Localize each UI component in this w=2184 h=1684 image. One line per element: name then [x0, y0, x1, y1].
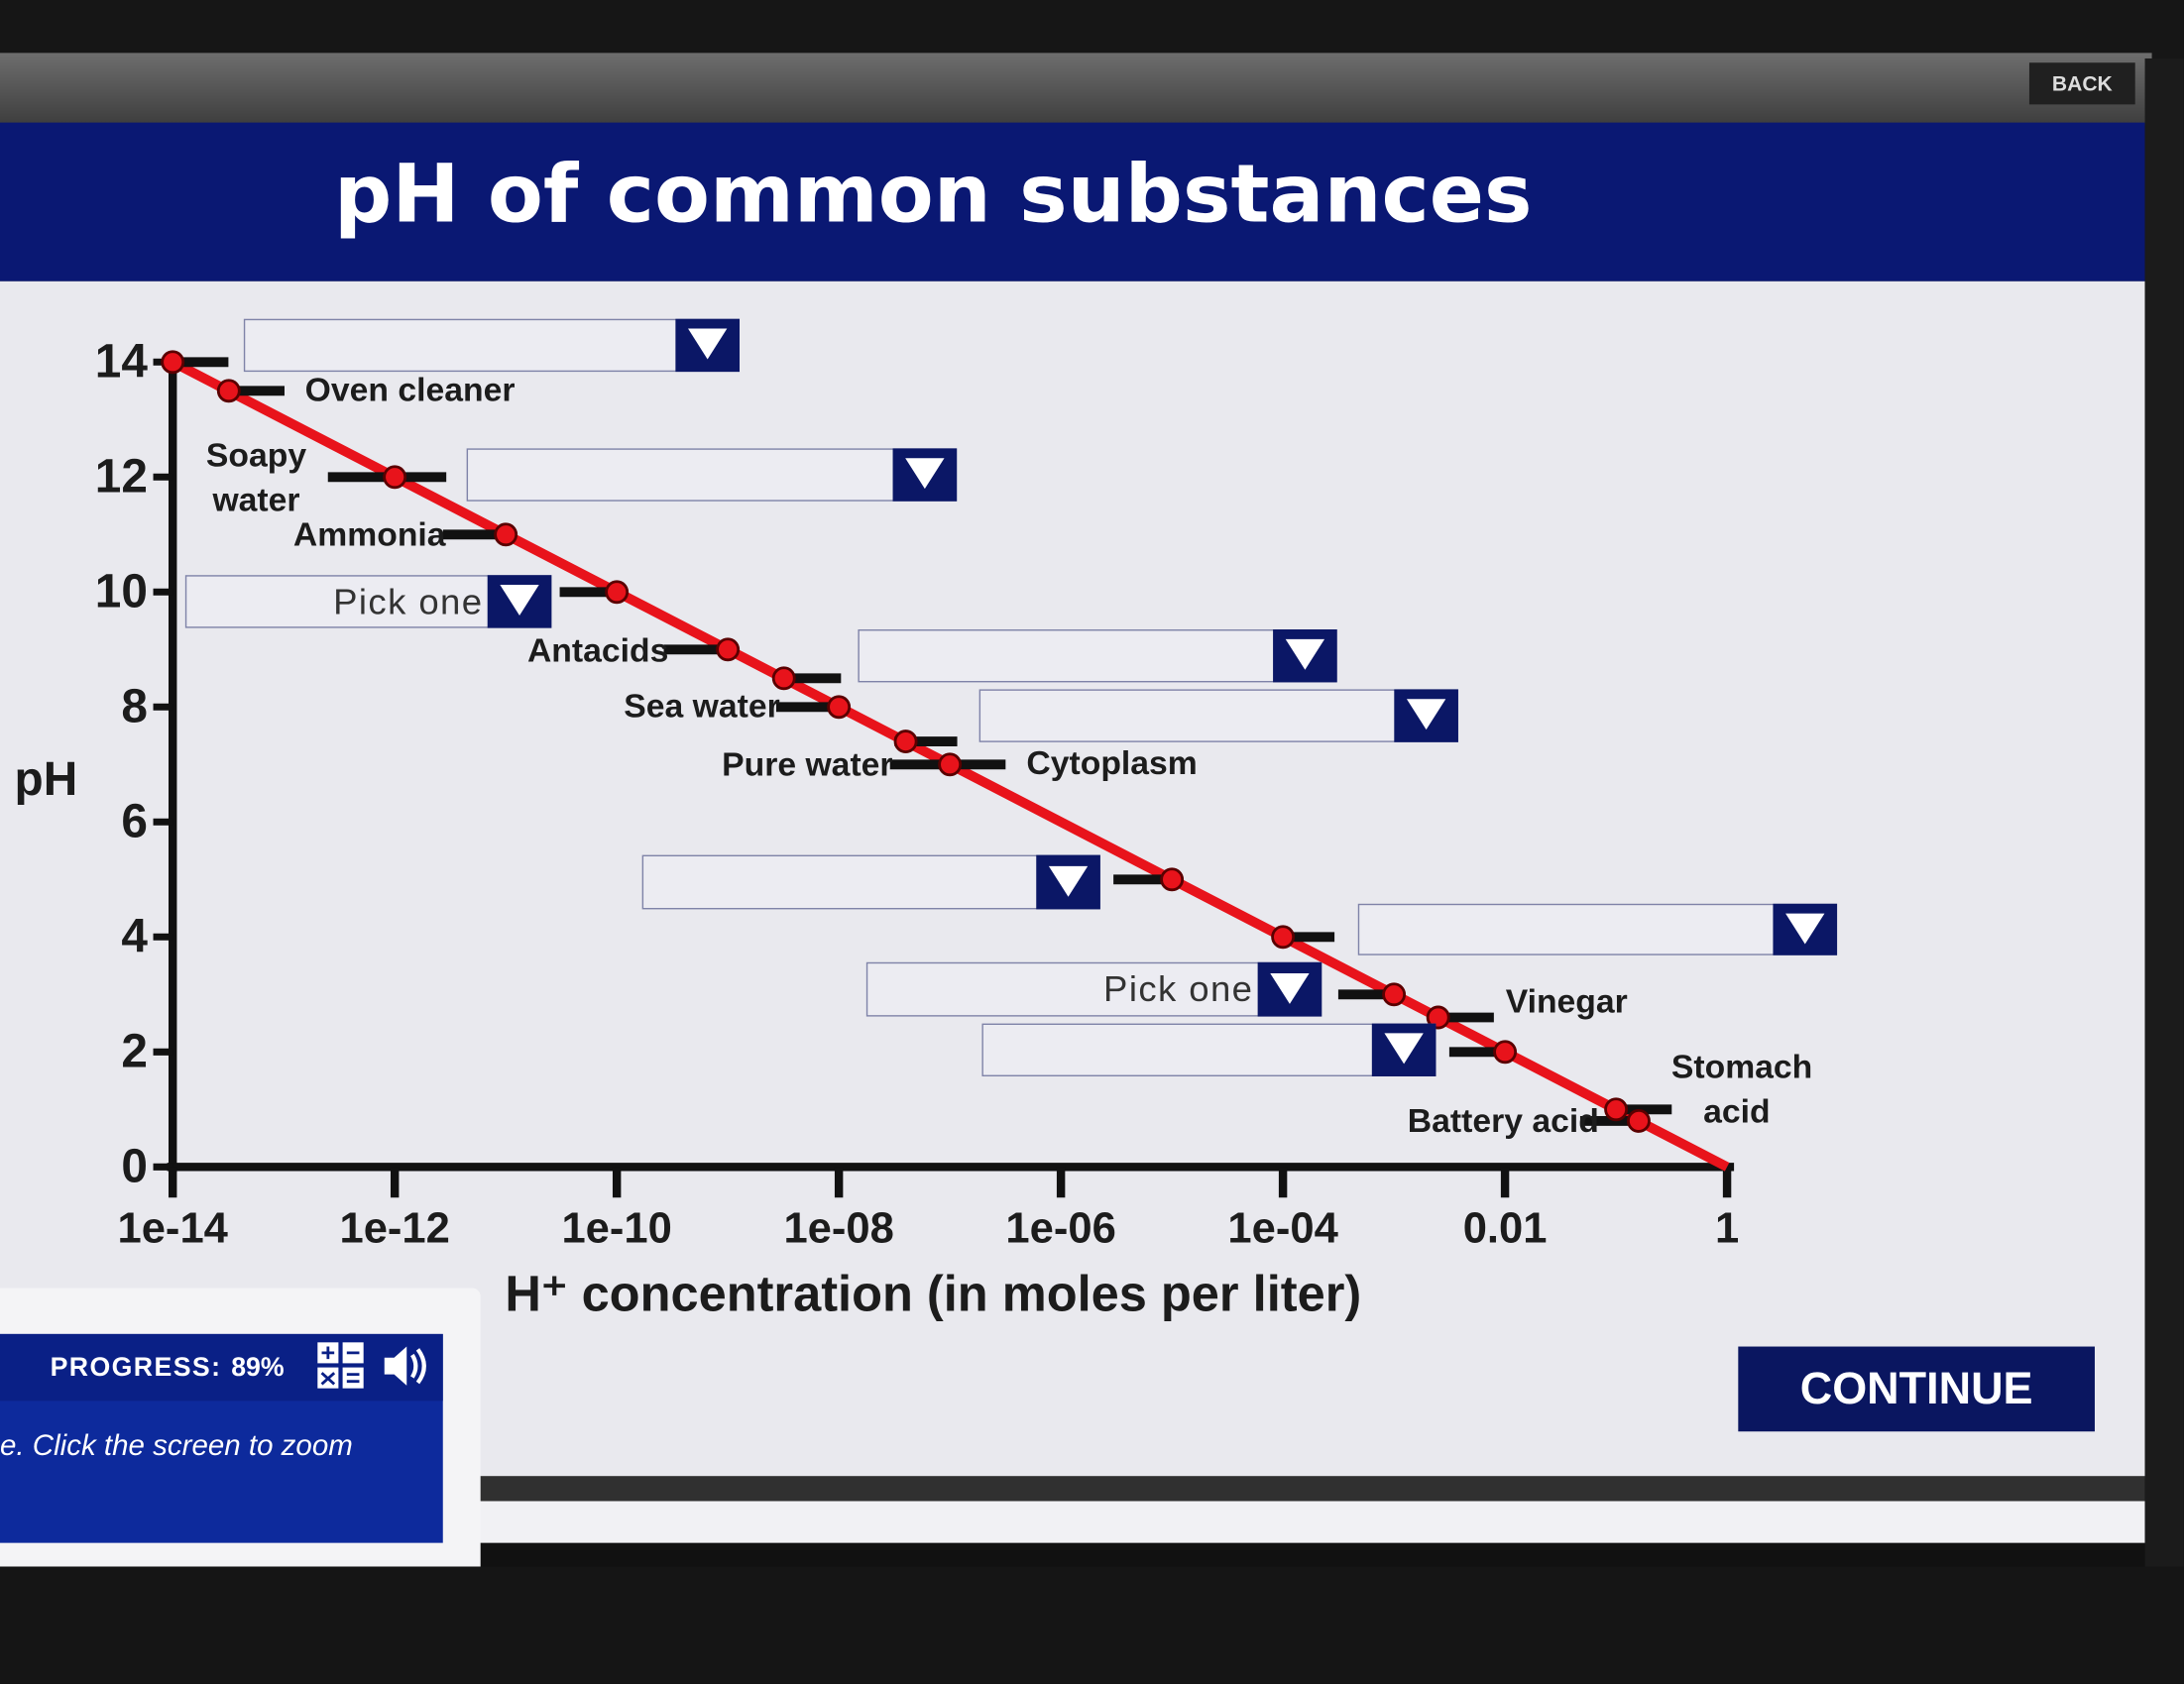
dropdown[interactable] — [466, 448, 958, 502]
audio-icon[interactable] — [384, 1346, 426, 1386]
arrow-icon — [1384, 1033, 1424, 1065]
dropdown-button — [1036, 854, 1100, 910]
progress-label: PROGRESS: — [50, 1353, 222, 1384]
data-point — [1160, 867, 1185, 892]
data-point — [216, 379, 241, 403]
dropdown-text: Pick one — [333, 580, 484, 622]
x-tick-label: 1e-06 — [1005, 1204, 1115, 1252]
x-tick-label: 1e-04 — [1227, 1204, 1337, 1252]
back-button[interactable]: BACK — [2028, 62, 2135, 105]
data-point — [1382, 982, 1407, 1007]
y-tick-label: 8 — [121, 681, 148, 733]
dropdown-text: Pick one — [1103, 967, 1254, 1010]
toolbar-icons — [317, 1342, 426, 1389]
point-label: Soapy water — [205, 437, 307, 520]
dropdown-button — [1394, 689, 1458, 742]
dropdown[interactable] — [1357, 903, 1838, 955]
dropdown-button — [1273, 629, 1337, 683]
continue-button[interactable]: CONTINUE — [1738, 1346, 2095, 1432]
data-point — [938, 752, 963, 777]
dropdown[interactable] — [981, 1023, 1437, 1076]
dropdown-button — [892, 448, 958, 502]
header — [0, 122, 2145, 281]
arrow-icon — [905, 458, 945, 490]
bezel — [0, 1566, 2184, 1684]
data-point — [494, 522, 518, 547]
data-point — [1604, 1097, 1629, 1122]
point-label: Stomach acid — [1670, 1048, 1813, 1131]
bezel — [2144, 58, 2184, 1684]
dropdown-button — [1257, 961, 1322, 1017]
x-tick-label: 1e-10 — [561, 1204, 671, 1252]
y-axis-label: pH — [15, 753, 78, 806]
bezel — [0, 0, 2184, 59]
dropdown-button — [487, 575, 552, 628]
point-label: Battery acid — [1407, 1102, 1599, 1141]
arrow-icon — [500, 585, 539, 616]
page-title: pH of common substances — [334, 146, 1533, 242]
point-label: Cytoplasm — [1026, 744, 1198, 783]
point-label: Vinegar — [1505, 982, 1628, 1021]
point-label: Oven cleaner — [304, 372, 516, 410]
x-axis-label: H⁺ concentration (in moles per liter) — [505, 1266, 1361, 1322]
arrow-icon — [1785, 912, 1825, 944]
arrow-icon — [1406, 699, 1446, 730]
dropdown-button — [675, 318, 741, 373]
x-tick-label: 1e-12 — [339, 1204, 449, 1252]
x-tick-label: 1e-08 — [783, 1204, 893, 1252]
data-point — [383, 465, 407, 490]
arrow-icon — [1270, 972, 1310, 1004]
dropdown-button — [1773, 903, 1838, 955]
progress-bar — [0, 1333, 443, 1402]
dropdown[interactable]: Pick one — [184, 575, 552, 628]
hint-text: e. Click the screen to zoom — [0, 1429, 353, 1463]
data-point — [1627, 1108, 1651, 1133]
top-bar — [0, 53, 2152, 126]
dropdown-button — [1371, 1023, 1437, 1076]
data-point — [1426, 1005, 1450, 1030]
y-tick-label: 6 — [121, 796, 148, 848]
dropdown[interactable]: Pick one — [865, 961, 1322, 1017]
y-tick-label: 4 — [121, 911, 148, 963]
arrow-icon — [688, 328, 728, 360]
data-point — [716, 637, 741, 662]
point-label: Sea water — [624, 688, 780, 726]
progress-value: 89% — [231, 1353, 285, 1384]
data-point — [827, 695, 852, 720]
y-tick-label: 12 — [95, 451, 148, 504]
y-tick-label: 14 — [95, 336, 149, 389]
x-tick-label: 0.01 — [1463, 1204, 1548, 1252]
footer — [473, 1501, 2145, 1543]
divider — [473, 1476, 2145, 1502]
data-point — [1271, 925, 1296, 950]
x-tick-label: 1 — [1715, 1204, 1739, 1252]
y-tick-label: 0 — [121, 1141, 148, 1193]
dropdown[interactable] — [858, 629, 1337, 683]
data-point — [771, 666, 796, 691]
data-point — [161, 350, 185, 375]
x-tick-label: 1e-14 — [118, 1204, 228, 1252]
dropdown[interactable] — [978, 689, 1458, 742]
dropdown[interactable] — [243, 318, 741, 373]
arrow-icon — [1285, 638, 1325, 670]
y-tick-label: 10 — [95, 566, 148, 618]
y-tick-label: 2 — [121, 1026, 148, 1078]
point-label: Ammonia — [292, 516, 446, 555]
point-label: Antacids — [526, 631, 669, 670]
calculator-icon[interactable] — [317, 1342, 364, 1389]
data-point — [605, 580, 630, 605]
dropdown[interactable] — [641, 854, 1100, 910]
data-point — [1493, 1040, 1518, 1065]
point-label: Pure water — [722, 746, 893, 784]
arrow-icon — [1048, 865, 1089, 897]
data-point — [893, 730, 918, 754]
